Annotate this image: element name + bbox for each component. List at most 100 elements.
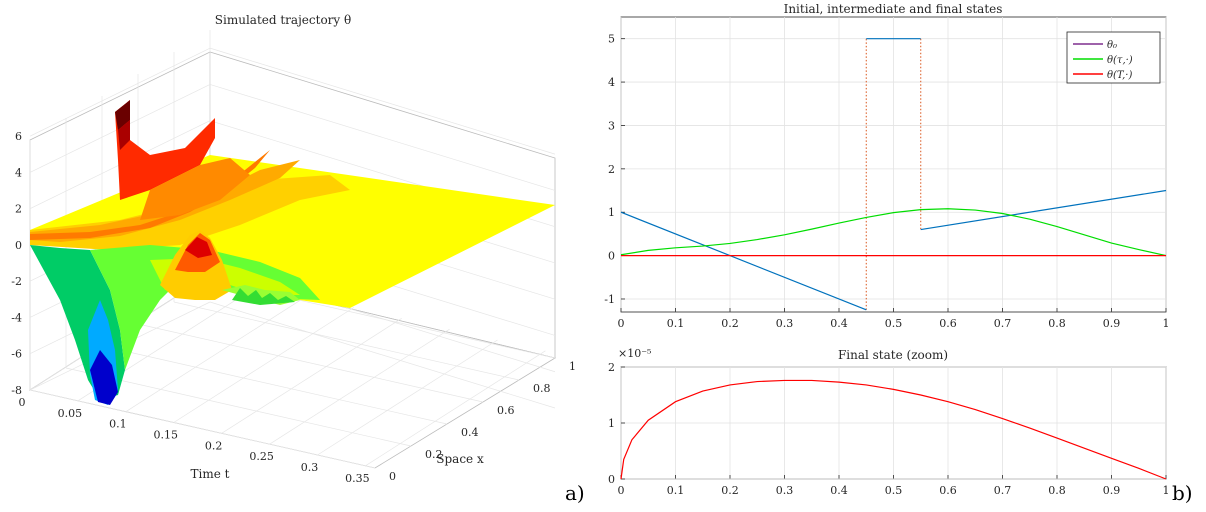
surface-z-tick-label: 0 — [15, 239, 22, 252]
zoom-x-tick-label: 0.8 — [1048, 484, 1066, 497]
surface-z-tick-label: 4 — [15, 166, 22, 179]
zoom-x-tick-label: 0.6 — [939, 484, 957, 497]
surface-x-tick-label: 0.1 — [109, 418, 127, 431]
surface-y-tick-label: 0 — [389, 470, 396, 483]
zoom-x-tick-label: 0 — [618, 484, 625, 497]
surface-gridline-y — [173, 301, 520, 381]
zoom-title: Final state (zoom) — [838, 348, 948, 362]
surface-peak-upper — [118, 120, 130, 150]
states-legend: θ₀ θ(τ,·) θ(T,·) — [1066, 31, 1161, 84]
panel-label-a: a) — [565, 481, 585, 505]
surface-gridline-z-left — [29, 47, 211, 137]
states-y-tick-label: 4 — [608, 76, 615, 89]
states-x-tick-label: 0.9 — [1103, 317, 1121, 330]
surface-gridline-y — [101, 345, 448, 425]
zoom-x-tick-label: 0.7 — [994, 484, 1012, 497]
surface-gridline-y — [65, 367, 412, 447]
surface-y-tick-label: 1 — [569, 360, 576, 373]
zoom-theta-T-line — [620, 379, 1167, 480]
surface-y-ticks: 0 0.2 0.4 0.6 0.8 1 — [389, 360, 576, 483]
zoom-x-tick-label: 1 — [1163, 484, 1170, 497]
surface-mesh — [30, 100, 555, 405]
zoom-x-tick-label: 0.9 — [1103, 484, 1121, 497]
states-x-ticks: 0 0.1 0.2 0.3 0.4 0.5 0.6 0.7 0.8 0.9 1 — [618, 317, 1170, 330]
zoom-exponent-label: ×10⁻⁵ — [618, 347, 651, 360]
surface-z-tick-label: -4 — [11, 311, 22, 324]
surface-gridline-x — [269, 328, 450, 445]
surface-y-axis-label: Space x — [436, 452, 484, 466]
surface-gridline-x — [365, 350, 546, 467]
surface-z-tick-label: -8 — [11, 384, 22, 397]
states-y-ticks: -1 0 1 2 3 4 5 — [604, 33, 615, 306]
zoom-y-tick-label: 1 — [608, 417, 615, 430]
states-x-tick-label: 1 — [1163, 317, 1170, 330]
zoom-x-tick-label: 0.5 — [885, 484, 903, 497]
surface-x-axis-label: Time t — [191, 467, 230, 481]
surface-gridline-x — [317, 339, 498, 456]
surface-plot: Simulated trajectory θ — [11, 13, 576, 485]
surface-gridline-y — [137, 323, 484, 403]
states-x-tick-label: 0.3 — [776, 317, 794, 330]
states-y-tick-label: 0 — [608, 250, 615, 263]
states-series — [620, 38, 1167, 311]
surface-band-3 — [30, 150, 270, 240]
surface-x-ticks: 0 0.05 0.1 0.15 0.2 0.25 0.3 0.35 — [19, 396, 370, 485]
surface-title: Simulated trajectory θ — [215, 13, 351, 27]
zoom-x-tick-label: 0.3 — [776, 484, 794, 497]
states-x-tick-label: 0.2 — [721, 317, 739, 330]
surface-z-tick-label: -2 — [11, 275, 22, 288]
states-plot: Initial, intermediate and final states 0… — [604, 2, 1169, 330]
surface-trough-deep — [90, 350, 118, 405]
surface-gridline-x — [125, 296, 307, 412]
surface-wiggles-dark — [232, 288, 295, 305]
zoom-plot: Final state (zoom) ×10⁻⁵ 0 0.1 0.2 0.3 0.4 0.… — [608, 347, 1170, 497]
zoom-x-tick-label: 0.2 — [721, 484, 739, 497]
surface-y-tick-label: 0.8 — [533, 382, 551, 395]
surface-x-tick-label: 0.15 — [154, 429, 179, 442]
surface-gridline-z-right — [209, 301, 556, 409]
surface-x-tick-label: 0 — [19, 396, 26, 409]
surface-gridline-x — [173, 307, 354, 423]
surface-x-tick-label: 0.2 — [205, 439, 223, 452]
states-y-tick-label: 3 — [608, 119, 615, 132]
surface-ridge — [140, 158, 250, 220]
surface-x-tick-label: 0.05 — [58, 407, 83, 420]
surface-gridline-z-right — [209, 84, 556, 191]
surface-y-tick-label: 0.4 — [461, 426, 479, 439]
legend-label: θ(τ,·) — [1107, 55, 1133, 66]
legend-label: θ₀ — [1107, 40, 1117, 51]
zoom-y-tick-label: 0 — [608, 473, 615, 486]
surface-peak-top — [115, 100, 130, 130]
zoom-y-ticks: 0 1 2 — [608, 361, 615, 486]
surface-z-tick-label: -6 — [11, 348, 22, 361]
theta0-segment — [920, 189, 1167, 231]
surface-x-tick-label: 0.25 — [249, 450, 274, 463]
states-y-tick-label: 1 — [608, 206, 615, 219]
surface-y-tick-label: 0.2 — [425, 448, 443, 461]
surface-z-tick-label: 6 — [15, 130, 22, 143]
states-y-tick-label: 2 — [608, 163, 615, 176]
zoom-y-tick-label: 2 — [608, 361, 615, 374]
surface-gridline-x — [221, 318, 402, 434]
zoom-grid — [620, 366, 1167, 480]
surface-x-tick-label: 0.3 — [301, 461, 319, 474]
surface-z-ticks: -8 -6 -4 -2 0 2 4 6 — [11, 130, 22, 397]
states-y-tick-label: 5 — [608, 33, 615, 46]
zoom-series — [620, 379, 1167, 480]
zoom-x-ticks: 0 0.1 0.2 0.3 0.4 0.5 0.6 0.7 0.8 0.9 1 — [618, 484, 1170, 497]
surface-gridline-y — [29, 389, 376, 469]
zoom-x-tick-label: 0.1 — [667, 484, 685, 497]
states-x-tick-label: 0.8 — [1048, 317, 1066, 330]
surface-y-tick-label: 0.6 — [497, 404, 515, 417]
states-x-tick-label: 0 — [618, 317, 625, 330]
theta-tau-line — [620, 208, 1167, 257]
states-title: Initial, intermediate and final states — [784, 2, 1003, 16]
legend-label: θ(T,·) — [1107, 70, 1132, 81]
surface-z-tick-label: 2 — [15, 203, 22, 216]
surface-peak-wall — [115, 100, 215, 200]
states-x-tick-label: 0.5 — [885, 317, 903, 330]
states-y-tick-label: -1 — [604, 293, 615, 306]
states-x-tick-label: 0.4 — [830, 317, 848, 330]
theta0-segment — [620, 211, 867, 311]
states-x-tick-label: 0.7 — [994, 317, 1012, 330]
